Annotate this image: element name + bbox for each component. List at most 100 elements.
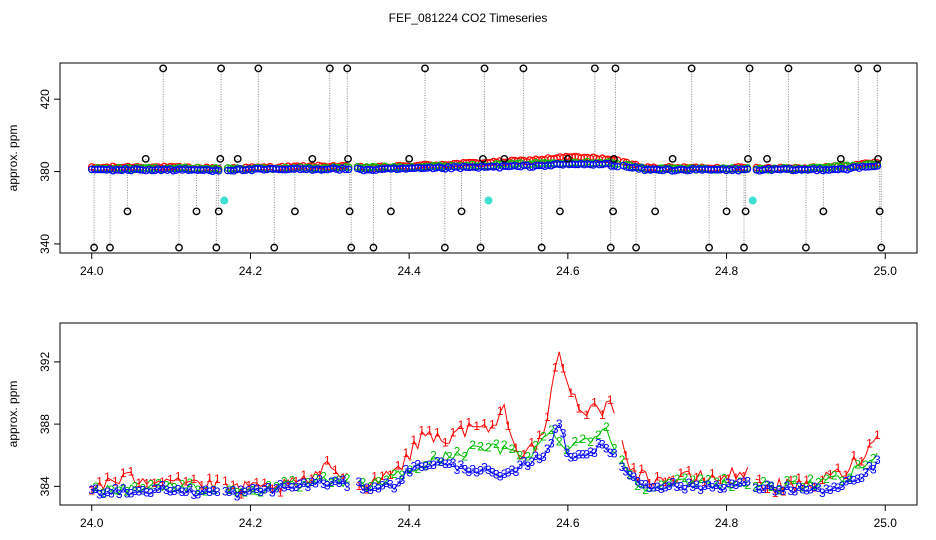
series-3-marker: 3 <box>744 475 751 489</box>
series-1-marker: 1 <box>104 470 111 484</box>
series-3-marker: 3 <box>139 484 146 498</box>
series-1-marker: 1 <box>418 424 425 438</box>
series-1-marker: 1 <box>646 476 653 490</box>
series-2-marker: 2 <box>187 476 194 490</box>
series-3-marker: 3 <box>442 457 449 471</box>
series-3-marker: 3 <box>733 478 740 492</box>
series-3-marker: 3 <box>756 482 763 496</box>
series-3-marker: 3 <box>312 477 319 491</box>
series-3-marker: 3 <box>646 481 653 495</box>
series-1-marker: 1 <box>497 404 504 418</box>
series-3-marker: 3 <box>159 478 166 492</box>
series-1-marker: 1 <box>599 408 606 422</box>
series-2-marker: 2 <box>721 472 728 486</box>
series-2-marker: 2 <box>336 473 343 487</box>
outlier-point <box>651 207 660 216</box>
y-tick-label: 388 <box>38 414 52 434</box>
series-2-marker: 2 <box>784 474 791 488</box>
series-1-marker: 1 <box>450 425 457 439</box>
series-2-marker: 2 <box>713 475 720 489</box>
series-2-marker: 2 <box>603 420 610 434</box>
series-3-marker: 3 <box>807 483 814 497</box>
series-2-marker: 2 <box>752 479 759 493</box>
flag-point <box>748 196 757 205</box>
series-3-marker: 3 <box>536 452 543 466</box>
series-3-marker: 3 <box>175 482 182 496</box>
series-2-marker: 2 <box>289 474 296 488</box>
series-2-marker: 2 <box>281 475 288 489</box>
series-3-marker: 3 <box>261 482 268 496</box>
series-3-marker: 3 <box>634 474 641 488</box>
series-2-marker: 2 <box>839 474 846 488</box>
series-2-marker: 2 <box>226 483 233 497</box>
series-3-marker: 3 <box>528 455 535 469</box>
series-3-marker: 3 <box>269 486 276 500</box>
series-3-marker: 3 <box>513 465 520 479</box>
series-2-marker: 2 <box>124 485 131 499</box>
series-3-point <box>214 167 223 175</box>
y-tick-label: 384 <box>38 476 52 496</box>
series-2-marker: 2 <box>705 473 712 487</box>
series-1-marker: 1 <box>505 419 512 433</box>
series-3-marker: 3 <box>725 476 732 490</box>
series-3-marker: 3 <box>760 482 767 496</box>
outlier-point <box>740 243 748 252</box>
series-2-marker: 2 <box>242 485 249 499</box>
outlier-point <box>254 64 263 73</box>
series-2-marker: 2 <box>595 428 602 442</box>
series-1-marker: 1 <box>308 472 315 486</box>
outlier-point <box>270 243 279 252</box>
series-2-marker: 2 <box>446 449 453 463</box>
series-1-marker: 1 <box>795 471 802 485</box>
x-tick-label: 24.6 <box>556 516 580 530</box>
series-3-marker: 3 <box>870 463 877 477</box>
series-2-marker: 2 <box>862 458 869 472</box>
series-1-marker: 1 <box>568 386 575 400</box>
series-3-marker: 3 <box>764 478 771 492</box>
series-1-marker: 1 <box>733 471 740 485</box>
series-2-marker: 2 <box>854 457 861 471</box>
series-1-marker: 1 <box>654 469 661 483</box>
outlier-point <box>668 155 677 163</box>
series-3-marker: 3 <box>544 442 551 456</box>
x-tick-label: 25.0 <box>874 264 898 278</box>
series-1-marker: 1 <box>410 433 417 447</box>
series-2-marker: 2 <box>249 483 256 497</box>
series-3-marker: 3 <box>407 465 414 479</box>
series-3-marker: 3 <box>658 482 665 496</box>
series-3-marker: 3 <box>257 485 264 499</box>
series-2-marker: 2 <box>650 480 657 494</box>
outlier-point <box>480 64 489 73</box>
x-tick-label: 24.2 <box>239 516 263 530</box>
series-2-marker: 2 <box>493 437 500 451</box>
series-2-marker: 2 <box>163 479 170 493</box>
series-1-marker: 1 <box>638 462 645 476</box>
series-3-marker: 3 <box>332 474 339 488</box>
series-3-marker: 3 <box>846 473 853 487</box>
series-1-marker: 1 <box>788 474 795 488</box>
series-3-marker: 3 <box>88 483 95 497</box>
series-2-marker: 2 <box>611 442 618 456</box>
series-2-marker: 2 <box>532 438 539 452</box>
series-2-marker: 2 <box>501 438 508 452</box>
series-3-marker: 3 <box>379 478 386 492</box>
x-tick-label: 24.0 <box>80 516 104 530</box>
x-tick-label: 24.8 <box>715 516 739 530</box>
series-3-marker: 3 <box>564 446 571 460</box>
outlier-point <box>500 155 509 163</box>
series-3-marker: 3 <box>92 482 99 496</box>
x-tick-label: 24.2 <box>239 264 263 278</box>
series-2-marker: 2 <box>815 476 822 490</box>
series-2-marker: 2 <box>846 471 853 485</box>
series-1-marker: 1 <box>355 479 362 493</box>
series-2-marker: 2 <box>304 476 311 490</box>
series-1-marker: 1 <box>246 479 253 493</box>
series-1-marker: 1 <box>128 464 135 478</box>
outlier-point <box>476 243 485 252</box>
outlier-point <box>369 243 378 252</box>
series-3-marker: 3 <box>799 483 806 497</box>
series-3-marker: 3 <box>717 482 724 496</box>
series-2-marker: 2 <box>320 469 327 483</box>
series-3-marker: 3 <box>532 449 539 463</box>
series-3-marker: 3 <box>705 478 712 492</box>
